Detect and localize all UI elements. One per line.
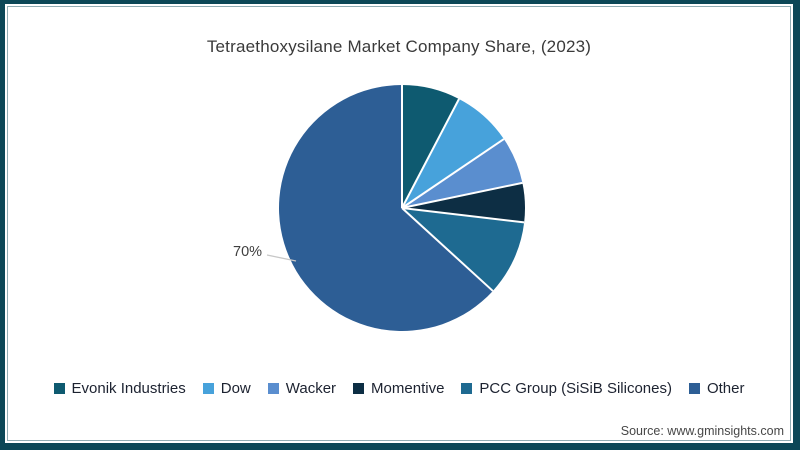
legend-item-dow: Dow xyxy=(202,380,251,397)
legend-item-wacker: Wacker xyxy=(267,380,337,397)
legend-swatch-icon xyxy=(353,383,365,394)
slice-separator xyxy=(401,181,523,209)
slice-separator xyxy=(401,207,494,292)
source-attribution: Source: www.gminsights.com xyxy=(620,424,784,438)
legend-swatch-icon xyxy=(202,383,214,394)
legend-label: Evonik Industries xyxy=(71,380,186,397)
pie-slice-other xyxy=(279,84,493,331)
chart-legend: Evonik Industries Dow Wacker Momentive PCC G… xyxy=(5,380,793,397)
pie-slice-momentive xyxy=(402,182,525,223)
legend-label: Wacker xyxy=(285,380,337,397)
slice-separator xyxy=(401,98,460,209)
legend-label: Momentive xyxy=(371,380,445,397)
pie-slice-pcc-group-sisib-silicones xyxy=(402,208,525,291)
chart-title: Tetraethoxysilane Market Company Share, … xyxy=(206,37,592,56)
annotation-leader-line xyxy=(266,254,297,262)
legend-item-evonik-industries: Evonik Industries xyxy=(53,380,186,397)
pie-slice-evonik-industries xyxy=(402,85,459,208)
legend-item-momentive: Momentive xyxy=(353,380,444,397)
legend-label: Other xyxy=(706,380,745,397)
legend-item-pcc-group-sisib-silicones: PCC Group (SiSiB Silicones) xyxy=(461,380,672,397)
pie-slice-wacker xyxy=(402,139,523,208)
legend-label: Dow xyxy=(220,380,251,397)
legend-swatch-icon xyxy=(688,383,700,394)
pie-chart xyxy=(266,84,525,331)
other-slice-data-label: 70% xyxy=(233,244,263,260)
legend-swatch-icon xyxy=(461,383,473,394)
slice-separator xyxy=(401,138,505,209)
legend-item-other: Other xyxy=(688,380,745,397)
legend-label: PCC Group (SiSiB Silicones) xyxy=(479,380,672,397)
slice-separator xyxy=(401,207,525,224)
legend-swatch-icon xyxy=(267,383,279,394)
legend-swatch-icon xyxy=(53,383,65,394)
pie-slice-dow xyxy=(402,98,504,208)
